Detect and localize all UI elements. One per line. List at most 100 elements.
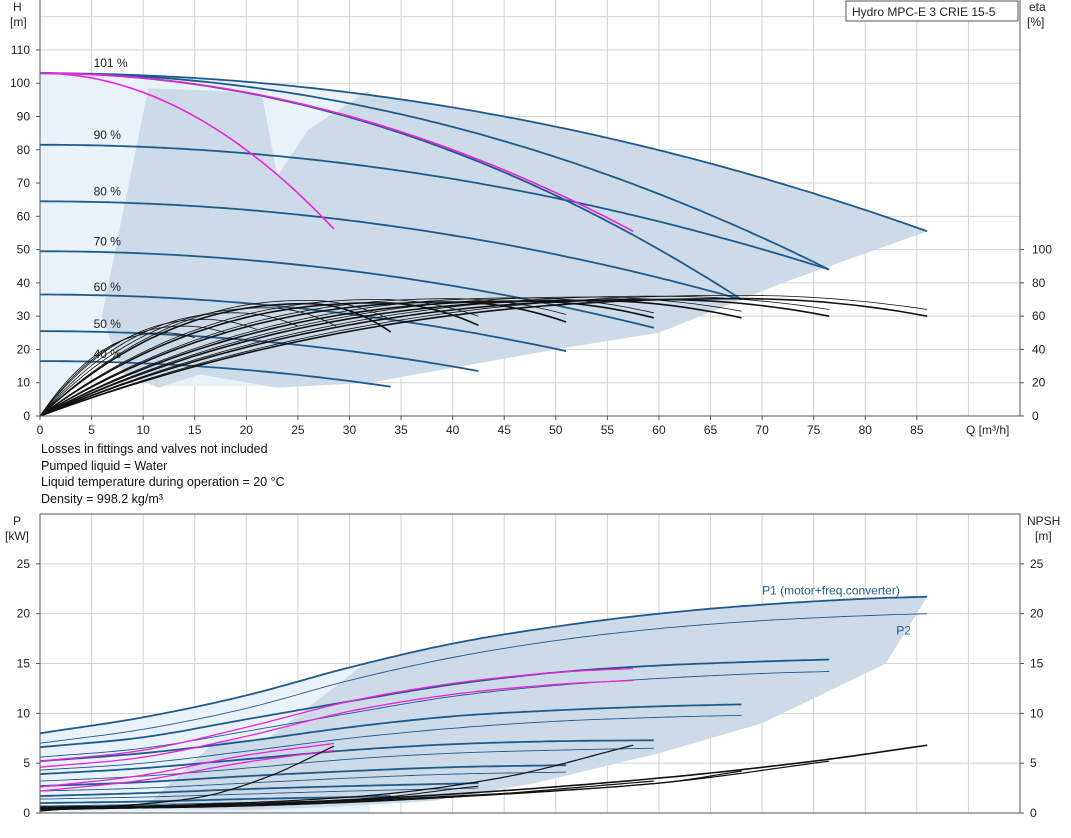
eta-axis-title: eta xyxy=(1029,0,1046,14)
p1-curve-2 xyxy=(39,703,742,763)
head-tick-label: 40 xyxy=(17,276,31,290)
efficiency-curve-17 xyxy=(39,325,226,417)
flow-tick-label: 15 xyxy=(188,423,202,437)
power-magenta-curve-3 xyxy=(39,749,335,792)
npsh-tick-label: 15 xyxy=(1030,657,1044,671)
power-tick-label: 5 xyxy=(23,756,30,770)
head-axis-unit: [m] xyxy=(10,15,27,29)
flow-tick-label: 80 xyxy=(859,423,873,437)
npsh-tick-label: 20 xyxy=(1030,607,1044,621)
p2-curve-4 xyxy=(39,771,567,792)
note-losses: Losses in fittings and valves not includ… xyxy=(41,442,268,456)
flow-tick-label: 65 xyxy=(704,423,718,437)
npsh-tick-label: 5 xyxy=(1030,756,1037,770)
efficiency-curve-14 xyxy=(39,307,337,417)
power-series-label-0: P1 (motor+freq.converter) xyxy=(762,584,900,598)
p2-curve-3 xyxy=(39,747,654,782)
eta-tick-label: 0 xyxy=(1032,409,1039,423)
flow-tick-label: 35 xyxy=(394,423,408,437)
eta-axis-unit: [%] xyxy=(1027,15,1044,29)
head-curve-10 xyxy=(39,72,335,230)
npsh-curve-7 xyxy=(39,796,391,811)
head-tick-label: 90 xyxy=(17,109,31,123)
efficiency-curve-7 xyxy=(39,297,654,417)
efficiency-curve-6 xyxy=(39,300,654,417)
power-tick-label: 15 xyxy=(17,657,31,671)
head-tick-label: 70 xyxy=(17,176,31,190)
head-tick-label: 0 xyxy=(23,409,30,423)
efficiency-curve-5 xyxy=(39,296,742,417)
eta-tick-label: 100 xyxy=(1032,243,1052,257)
head-axis-title: H xyxy=(13,0,22,14)
p1-curve-6 xyxy=(40,795,391,804)
power-chart: 0 0 5 5 10 10 15 15 20 20 25 25 P[kW] NPSH[m] P1 (moto… xyxy=(5,513,1060,820)
head-tick-label: 80 xyxy=(17,143,31,157)
efficiency-curve-9 xyxy=(39,298,567,417)
head-tick-label: 110 xyxy=(11,43,30,57)
p1-curve-4 xyxy=(39,764,567,787)
flow-tick-label: 85 xyxy=(910,423,924,437)
p1-curve-3 xyxy=(39,739,654,775)
speed-label-4: 80 % xyxy=(94,184,122,198)
power-axis-title: P xyxy=(13,514,21,528)
flow-tick-label: 25 xyxy=(291,423,305,437)
power-axis-unit: [kW] xyxy=(5,529,29,543)
p1-curve-1 xyxy=(39,658,830,749)
head-chart: 101 %90 %80 %70 %60 %50 %40 %0 5 10 15 20 25 3… xyxy=(10,0,1052,437)
head-curve-8 xyxy=(40,360,391,388)
product-title-box xyxy=(845,0,1019,22)
eta-tick-label: 80 xyxy=(1032,276,1046,290)
note-temperature: Liquid temperature during operation = 20… xyxy=(41,475,285,489)
speed-label-3: 90 % xyxy=(94,128,122,142)
head-tick-label: 100 xyxy=(10,76,30,90)
eta-tick-label: 40 xyxy=(1032,342,1046,356)
conditions-notes: Losses in fittings and valves not includ… xyxy=(41,441,285,507)
power-tick-label: 0 xyxy=(23,806,30,820)
flow-axis-label: Q [m³/h] xyxy=(966,423,1009,437)
head-curve-9 xyxy=(40,72,634,233)
npsh-curve-6 xyxy=(39,745,335,812)
npsh-tick-label: 25 xyxy=(1030,557,1044,571)
flow-tick-label: 10 xyxy=(136,423,150,437)
head-curve-0 xyxy=(40,72,928,233)
speed-label-5: 70 % xyxy=(94,234,122,248)
efficiency-curve-1 xyxy=(39,295,928,417)
speed-label-0: 101 % xyxy=(94,56,128,70)
flow-tick-label: 70 xyxy=(755,423,769,437)
power-magenta-curve-1 xyxy=(39,679,634,768)
head-tick-label: 30 xyxy=(17,309,31,323)
efficiency-curve-8 xyxy=(39,301,567,417)
npsh-curve-5 xyxy=(39,785,479,810)
efficiency-curve-18 xyxy=(39,332,195,417)
power-tick-label: 25 xyxy=(17,557,31,571)
npsh-tick-label: 0 xyxy=(1030,806,1037,820)
head-tick-label: 50 xyxy=(17,243,31,257)
power-area-shaded xyxy=(143,596,928,810)
p1-curve-0 xyxy=(39,595,928,735)
efficiency-curve-11 xyxy=(39,299,479,417)
head-curve-4 xyxy=(40,200,742,301)
efficiency-curve-12 xyxy=(39,302,392,417)
head-tick-label: 60 xyxy=(17,209,31,223)
power-tick-label: 20 xyxy=(17,607,31,621)
speed-label-7: 50 % xyxy=(94,317,122,331)
flow-tick-label: 30 xyxy=(343,423,357,437)
p2-curve-2 xyxy=(39,714,742,771)
npsh-axis-title: NPSH xyxy=(1027,514,1060,528)
flow-tick-label: 0 xyxy=(37,423,44,437)
efficiency-curve-16 xyxy=(39,319,257,417)
power-series-label-1: P2 xyxy=(896,624,911,638)
p1-curve-5 xyxy=(39,782,479,797)
head-curve-7 xyxy=(40,330,479,372)
power-magenta-curve-2 xyxy=(39,742,335,788)
power-tick-label: 10 xyxy=(17,706,31,720)
head-curve-1 xyxy=(40,72,830,271)
flow-tick-label: 5 xyxy=(88,423,95,437)
flow-tick-label: 45 xyxy=(498,423,512,437)
p2-curve-0 xyxy=(39,613,928,744)
flow-tick-label: 20 xyxy=(240,423,254,437)
npsh-tick-label: 10 xyxy=(1030,706,1044,720)
head-curve-3 xyxy=(40,143,830,271)
